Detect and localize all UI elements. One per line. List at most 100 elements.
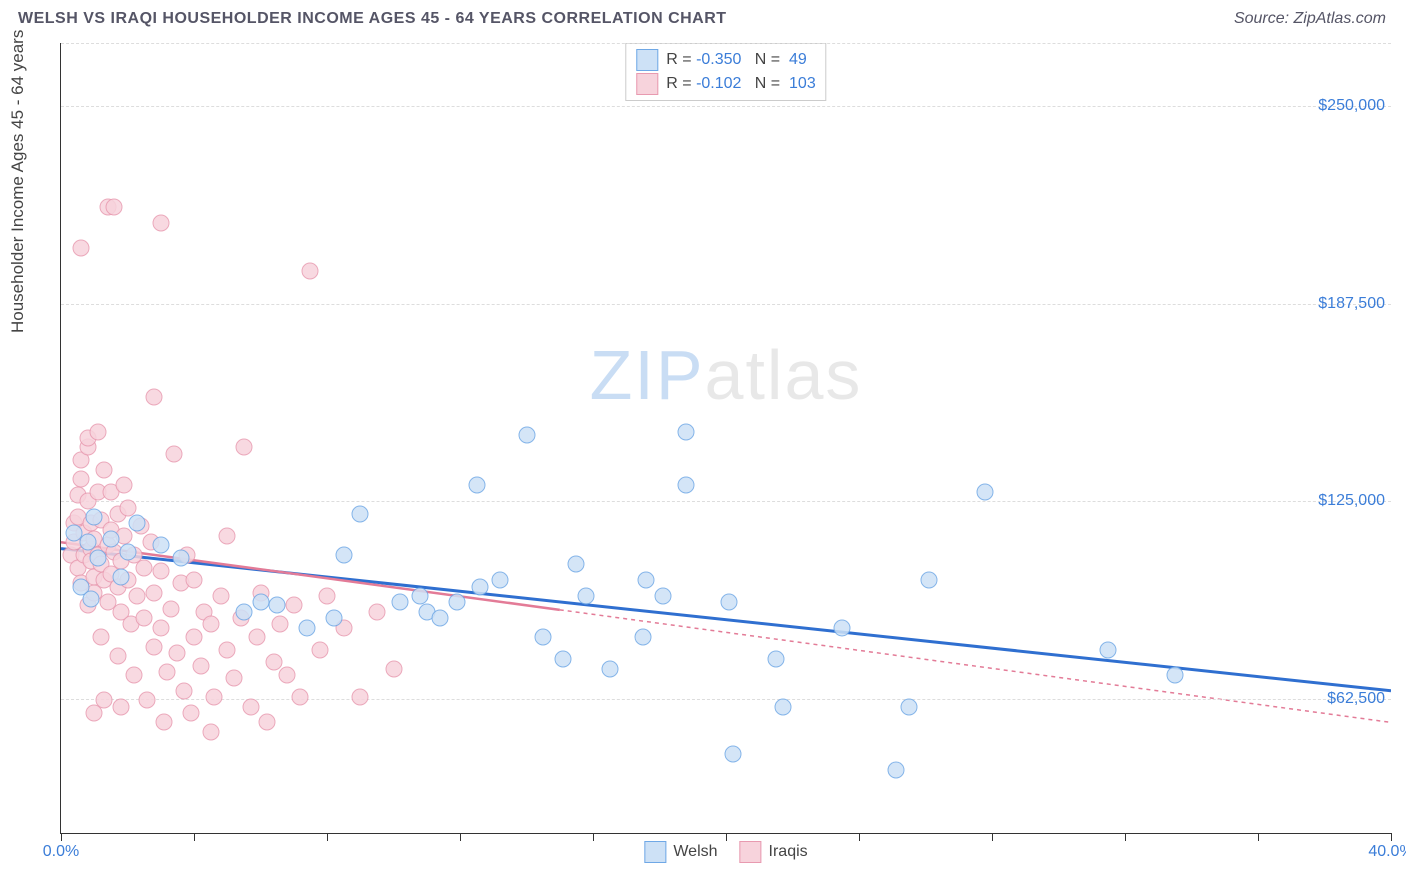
welsh-point xyxy=(654,588,671,605)
iraqis-point xyxy=(192,657,209,674)
gridline xyxy=(61,304,1391,305)
welsh-point xyxy=(900,698,917,715)
iraqis-point xyxy=(119,499,136,516)
iraqis-point xyxy=(139,692,156,709)
iraqis-point xyxy=(202,616,219,633)
iraqis-point xyxy=(92,629,109,646)
iraqis-point xyxy=(152,215,169,232)
welsh-point xyxy=(152,537,169,554)
welsh-point xyxy=(774,698,791,715)
welsh-point xyxy=(269,597,286,614)
x-tick xyxy=(992,833,993,841)
iraqis-point xyxy=(279,667,296,684)
welsh-point xyxy=(638,572,655,589)
x-tick-label: 0.0% xyxy=(43,843,79,861)
iraqis-point xyxy=(249,629,266,646)
iraqis-point xyxy=(285,597,302,614)
chart-container: Householder Income Ages 45 - 64 years ZI… xyxy=(0,33,1406,883)
iraqis-point xyxy=(212,588,229,605)
welsh-point xyxy=(112,569,129,586)
gridline xyxy=(61,106,1391,107)
iraqis-point xyxy=(136,610,153,627)
welsh-point xyxy=(555,651,572,668)
iraqis-point xyxy=(146,584,163,601)
x-tick xyxy=(194,833,195,841)
iraqis-point xyxy=(96,692,113,709)
gridline xyxy=(61,699,1391,700)
x-tick xyxy=(327,833,328,841)
welsh-point xyxy=(1100,641,1117,658)
iraqis-point xyxy=(72,240,89,257)
y-axis-label: Householder Income Ages 45 - 64 years xyxy=(8,30,28,333)
welsh-point xyxy=(920,572,937,589)
iraqis-point xyxy=(225,670,242,687)
x-tick xyxy=(726,833,727,841)
iraqis-point xyxy=(259,714,276,731)
welsh-point xyxy=(432,610,449,627)
x-tick xyxy=(593,833,594,841)
welsh-point xyxy=(518,426,535,443)
welsh-point xyxy=(678,477,695,494)
iraqis-point xyxy=(96,461,113,478)
x-tick xyxy=(61,833,62,841)
iraqis-point xyxy=(146,388,163,405)
welsh-point xyxy=(724,746,741,763)
welsh-point xyxy=(1166,667,1183,684)
welsh-point xyxy=(634,629,651,646)
welsh-point xyxy=(721,594,738,611)
trend-lines xyxy=(61,43,1391,833)
legend-item-welsh: Welsh xyxy=(644,841,717,863)
welsh-point xyxy=(491,572,508,589)
iraqis-point xyxy=(242,698,259,715)
welsh-point xyxy=(392,594,409,611)
watermark: ZIPatlas xyxy=(590,335,863,415)
welsh-point xyxy=(977,483,994,500)
iraqis-point xyxy=(319,588,336,605)
iraqis-point xyxy=(186,572,203,589)
iraqis-point xyxy=(202,723,219,740)
legend-item-iraqis: Iraqis xyxy=(740,841,808,863)
welsh-point xyxy=(82,591,99,608)
x-tick xyxy=(1125,833,1126,841)
welsh-point xyxy=(448,594,465,611)
iraqis-point xyxy=(116,477,133,494)
welsh-point xyxy=(578,588,595,605)
iraqis-point xyxy=(265,654,282,671)
iraqis-point xyxy=(352,689,369,706)
welsh-point xyxy=(412,588,429,605)
welsh-point xyxy=(252,594,269,611)
iraqis-point xyxy=(312,641,329,658)
iraqis-point xyxy=(169,644,186,661)
iraqis-point xyxy=(162,600,179,617)
source-label: Source: ZipAtlas.com xyxy=(1234,10,1386,28)
gridline xyxy=(61,43,1391,44)
x-tick xyxy=(1391,833,1392,841)
iraqis-point xyxy=(166,445,183,462)
welsh-point xyxy=(172,550,189,567)
welsh-point xyxy=(767,651,784,668)
welsh-point xyxy=(129,515,146,532)
iraqis-point xyxy=(156,714,173,731)
chart-title: WELSH VS IRAQI HOUSEHOLDER INCOME AGES 4… xyxy=(18,10,727,28)
iraqis-point xyxy=(186,629,203,646)
iraqis-point xyxy=(182,704,199,721)
iraqis-point xyxy=(106,199,123,216)
welsh-point xyxy=(887,761,904,778)
iraqis-point xyxy=(368,603,385,620)
iraqis-point xyxy=(272,616,289,633)
welsh-point xyxy=(86,509,103,526)
iraqis-point xyxy=(136,559,153,576)
welsh-point xyxy=(102,531,119,548)
y-tick-label: $125,000 xyxy=(1318,492,1385,510)
legend-stats: R = -0.350 N = 49R = -0.102 N = 103 xyxy=(625,43,826,101)
welsh-point xyxy=(299,619,316,636)
iraqis-point xyxy=(159,663,176,680)
y-tick-label: $250,000 xyxy=(1318,97,1385,115)
plot-area: ZIPatlas R = -0.350 N = 49R = -0.102 N =… xyxy=(60,43,1391,834)
welsh-point xyxy=(119,543,136,560)
welsh-point xyxy=(678,423,695,440)
welsh-point xyxy=(601,660,618,677)
x-tick xyxy=(859,833,860,841)
welsh-point xyxy=(335,546,352,563)
iraqis-point xyxy=(152,619,169,636)
